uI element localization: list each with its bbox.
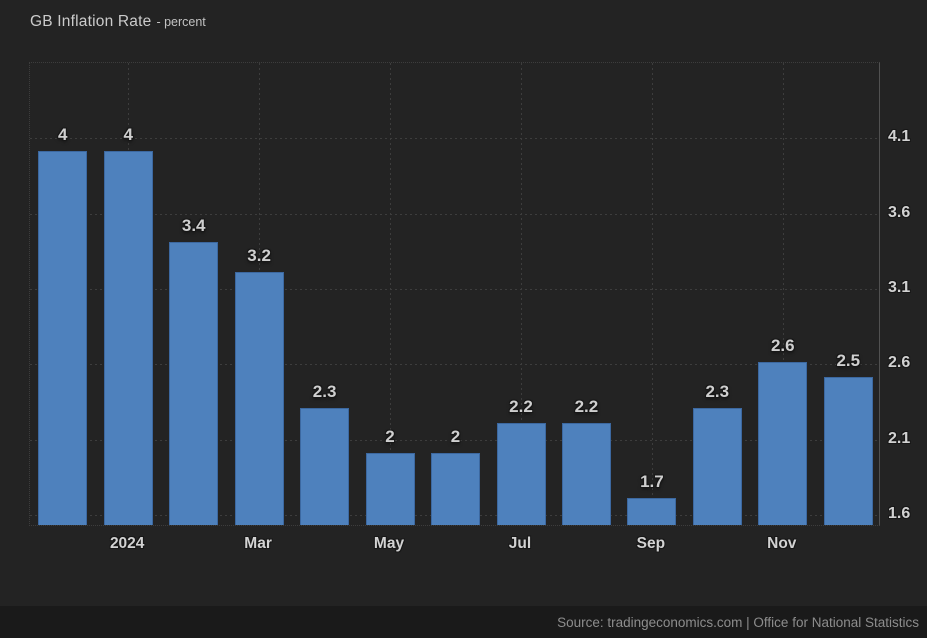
h-gridline bbox=[30, 364, 879, 366]
y-axis-tick-label: 2.6 bbox=[888, 354, 911, 372]
bar[interactable] bbox=[823, 377, 873, 525]
bar-value-label: 3.2 bbox=[247, 245, 271, 265]
bar[interactable] bbox=[38, 151, 88, 525]
chart-header: GB Inflation Rate - percent bbox=[30, 13, 206, 31]
y-axis-tick-label: 3.1 bbox=[888, 279, 911, 296]
bar-value-label: 4 bbox=[57, 125, 68, 145]
bar-value-label: 1.7 bbox=[640, 471, 664, 491]
bar[interactable] bbox=[627, 497, 677, 525]
bar-value-label: 2.3 bbox=[705, 381, 730, 401]
source-text: Source: tradingeconomics.com | Office fo… bbox=[557, 614, 919, 630]
v-gridline bbox=[651, 63, 653, 525]
chart-subtitle: - percent bbox=[156, 15, 206, 29]
bar-value-label: 2.2 bbox=[509, 396, 533, 416]
h-gridline bbox=[30, 138, 879, 140]
bar[interactable] bbox=[300, 407, 350, 525]
bar-value-label: 2.6 bbox=[770, 336, 795, 356]
chart-title: GB Inflation Rate bbox=[30, 13, 152, 30]
bar-value-label: 2.2 bbox=[574, 396, 599, 416]
bar-value-label: 2 bbox=[450, 426, 461, 446]
bar[interactable] bbox=[365, 452, 415, 525]
bar[interactable] bbox=[234, 271, 284, 525]
y-axis-tick-label: 2.1 bbox=[888, 429, 911, 447]
bar-value-label: 2.5 bbox=[836, 351, 861, 371]
bar[interactable] bbox=[169, 241, 219, 525]
x-axis-tick-label: 2024 bbox=[109, 535, 145, 552]
bar[interactable] bbox=[561, 422, 611, 525]
v-gridline bbox=[782, 63, 784, 525]
bar[interactable] bbox=[496, 422, 546, 525]
source-bar: Source: tradingeconomics.com | Office fo… bbox=[0, 606, 927, 638]
x-axis-tick-label: Sep bbox=[636, 535, 666, 552]
h-gridline bbox=[30, 213, 879, 215]
plot-area: 4 4 3.4 3.2 2.3 2 2 2.2 2.2 1.7 2.3 2.6 2.5 bbox=[29, 62, 880, 526]
x-axis-tick-label: Nov bbox=[767, 535, 797, 552]
x-axis-tick-label: Mar bbox=[244, 535, 272, 552]
bar-value-label: 3.4 bbox=[181, 215, 206, 235]
h-gridline bbox=[30, 289, 879, 290]
bar[interactable] bbox=[103, 151, 153, 525]
x-axis-tick-label: Jul bbox=[508, 535, 532, 552]
y-axis-tick-label: 3.6 bbox=[888, 203, 911, 221]
bar-value-label: 4 bbox=[123, 125, 133, 145]
bar[interactable] bbox=[758, 362, 808, 525]
y-axis-tick-label: 1.6 bbox=[888, 504, 911, 522]
v-gridline bbox=[521, 63, 522, 525]
h-gridline bbox=[30, 439, 879, 441]
v-gridline bbox=[390, 63, 391, 525]
bar[interactable] bbox=[692, 407, 742, 525]
bar-value-label: 2 bbox=[385, 426, 395, 446]
bar[interactable] bbox=[431, 452, 480, 525]
bar-value-label: 2.3 bbox=[312, 381, 337, 401]
y-axis-tick-label: 4.1 bbox=[888, 128, 911, 146]
x-axis-tick-label: May bbox=[373, 535, 405, 552]
